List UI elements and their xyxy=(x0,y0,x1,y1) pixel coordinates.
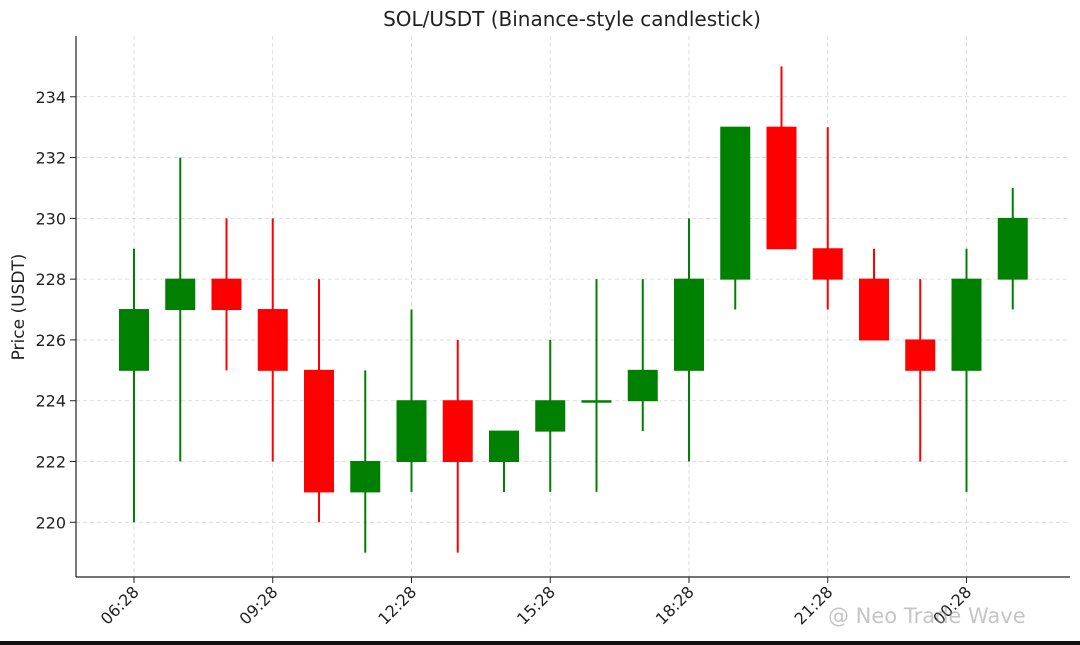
candle xyxy=(489,430,519,492)
candle xyxy=(627,279,658,432)
candle xyxy=(119,248,149,523)
candle-body-up xyxy=(951,278,982,371)
y-tick-label: 228 xyxy=(35,270,66,289)
y-tick-label: 234 xyxy=(35,88,66,107)
candle xyxy=(211,218,242,371)
candle-body-down xyxy=(766,126,797,250)
candle-body-down xyxy=(211,278,242,311)
y-tick-label: 226 xyxy=(35,331,66,350)
axes: 220 222 224 226 228 230 232 234 06:28 09:28 12:28 1… xyxy=(35,36,1070,628)
candle-body-up xyxy=(535,400,566,432)
candle xyxy=(859,248,889,341)
candle xyxy=(257,218,288,462)
candle-body-up xyxy=(119,309,149,371)
chart-title: SOL/USDT (Binance-style candlestick) xyxy=(383,7,761,31)
x-tick-label: 18:28 xyxy=(652,582,698,628)
candle xyxy=(766,66,797,250)
candle-body-up xyxy=(489,430,519,463)
candle xyxy=(720,126,751,310)
candle-body-up xyxy=(997,217,1028,280)
candle-body-up xyxy=(350,461,381,493)
candle-body-down xyxy=(905,339,936,371)
candle-body-down xyxy=(304,369,334,493)
candle-body-up xyxy=(627,369,658,402)
candle xyxy=(304,279,334,523)
y-axis-label: Price (USDT) xyxy=(9,254,29,361)
candle-body-down xyxy=(257,309,288,371)
candle xyxy=(165,157,196,462)
y-tick-label: 224 xyxy=(35,392,66,411)
y-tick-label: 230 xyxy=(35,209,66,228)
watermark: @ Neo Trade Wave xyxy=(828,604,1026,628)
candle xyxy=(535,339,566,492)
x-tick-label: 06:28 xyxy=(97,582,143,628)
y-tick-label: 220 xyxy=(35,513,66,532)
candle xyxy=(951,248,982,492)
y-tick-label: 222 xyxy=(35,453,66,472)
candle-body-up xyxy=(581,400,612,403)
candle xyxy=(997,187,1028,310)
candle xyxy=(905,279,936,462)
x-tick-label: 12:28 xyxy=(374,582,420,628)
candle-body-up xyxy=(674,278,704,371)
candle-body-up xyxy=(396,400,427,463)
candle-body-down xyxy=(859,278,889,341)
candle-body-up xyxy=(165,278,196,311)
candle xyxy=(350,370,381,553)
candle-body-up xyxy=(720,126,751,280)
x-tick-label: 09:28 xyxy=(236,582,282,628)
candle xyxy=(581,279,612,492)
x-tick-label: 15:28 xyxy=(513,582,559,628)
candle xyxy=(674,218,704,462)
candle xyxy=(396,309,427,492)
candle-body-down xyxy=(442,400,473,463)
candle xyxy=(812,127,843,310)
candle xyxy=(442,339,473,553)
candles xyxy=(119,66,1028,553)
y-tick-label: 232 xyxy=(35,149,66,168)
candle-body-down xyxy=(812,248,843,280)
bottom-border xyxy=(0,641,1080,645)
